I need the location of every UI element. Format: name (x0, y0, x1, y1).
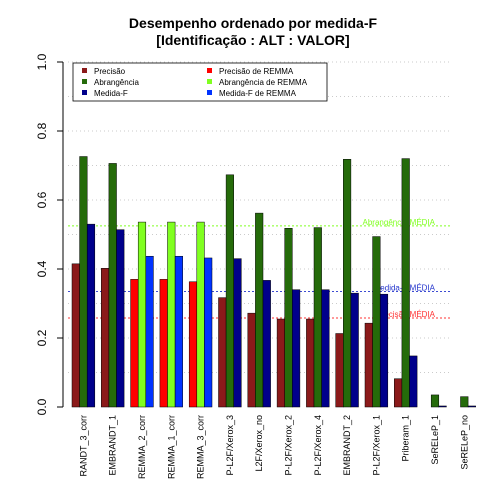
recall-bar (137, 221, 147, 408)
fmeasure-bar (409, 355, 418, 408)
category-label: P-L2F/Xerox_2 (284, 415, 294, 476)
y-axis: 0.0 0.2 0.4 0.6 0.8 1.0 (35, 53, 64, 415)
y-tick-label: 0.8 (35, 122, 49, 139)
recall-bar (196, 221, 205, 408)
recall-bar (255, 212, 264, 408)
y-tick-label: 0.2 (35, 329, 49, 346)
fmeasure-bar (86, 223, 96, 408)
category-label: SeRELeP_1 (430, 415, 440, 465)
legend-label: Abrangência de REMMA (219, 78, 308, 87)
fmeasure-bar (438, 405, 447, 408)
mean-line-label: Abrangência MÉDIA (363, 218, 436, 227)
legend: Precisão Abrangência Medida-F Precisão de R… (72, 62, 328, 102)
recall-bar (108, 163, 117, 408)
precision-bar (364, 322, 373, 408)
legend-box (72, 62, 328, 102)
fmeasure-bar (321, 289, 330, 408)
precision-bar (101, 268, 110, 408)
category-label: SeRELeP_no (459, 415, 469, 470)
recall-bar (460, 396, 469, 408)
precision-bar (159, 279, 168, 408)
fmeasure-bar (262, 280, 271, 408)
fmeasure-bar (116, 229, 125, 408)
chart-subtitle: [Identificação : ALT : VALOR] (156, 32, 349, 48)
category-label: REMMA_3_corr (196, 415, 206, 479)
recall-bar (372, 236, 381, 408)
category-label: RANDT_3_corr (78, 415, 88, 477)
y-tick-label: 0.0 (35, 398, 49, 415)
legend-swatch (207, 68, 212, 73)
legend-swatch (82, 79, 87, 84)
legend-label: Abrangência (94, 78, 139, 87)
precision-bar (188, 281, 198, 408)
category-label: REMMA_1_corr (166, 415, 176, 479)
legend-label: Medida-F (94, 89, 128, 98)
y-tick-label: 0.6 (35, 191, 49, 208)
y-tick-label: 0.4 (35, 260, 49, 277)
fmeasure-bar (292, 289, 301, 408)
category-label: REMMA_2_corr (137, 415, 147, 479)
legend-swatch (82, 90, 87, 95)
legend-label: Medida-F de REMMA (219, 89, 297, 98)
category-label: EMBRANDT_1 (108, 415, 118, 476)
bars (71, 156, 476, 408)
fmeasure-bar (379, 293, 389, 408)
y-tick-label: 1.0 (35, 53, 49, 70)
precision-bar (218, 297, 227, 408)
recall-bar (313, 227, 322, 408)
legend-swatch (207, 79, 212, 84)
precision-bar (276, 318, 285, 408)
category-label: EMBRANDT_2 (342, 415, 352, 476)
fmeasure-bar (174, 255, 183, 408)
recall-bar (79, 156, 88, 408)
legend-swatch (82, 68, 87, 73)
category-label: P-L2F/Xerox_4 (313, 415, 323, 476)
category-label: L2F/Xerox_no (254, 415, 264, 472)
category-label: P-L2F/Xerox_1 (371, 415, 381, 476)
x-labels: RANDT_3_corr EMBRANDT_1 REMMA_2_corr REMMA_… (78, 415, 469, 479)
precision-bar (130, 279, 139, 408)
fmeasure-bar (350, 292, 359, 408)
fmeasure-bar (467, 405, 476, 408)
legend-label: Precisão de REMMA (219, 67, 294, 76)
precision-bar (335, 333, 344, 408)
fmeasure-bar (233, 258, 242, 408)
fmeasure-bar (145, 255, 154, 408)
precision-bar (306, 318, 315, 408)
fmeasure-bar (204, 257, 213, 408)
recall-bar (167, 221, 176, 408)
category-label: P-L2F/Xerox_3 (225, 415, 235, 476)
recall-bar (343, 159, 352, 408)
legend-label: Precisão (94, 67, 126, 76)
precision-bar (247, 312, 256, 408)
recall-bar (430, 394, 440, 408)
chart-title: Desempenho ordenado por medida-F (129, 15, 378, 31)
recall-bar (284, 228, 293, 408)
precision-bar (394, 378, 403, 408)
legend-swatch (207, 90, 212, 95)
recall-bar (401, 158, 410, 408)
recall-bar (225, 174, 234, 408)
precision-bar (71, 263, 80, 408)
category-label: Priberam_1 (401, 415, 411, 462)
